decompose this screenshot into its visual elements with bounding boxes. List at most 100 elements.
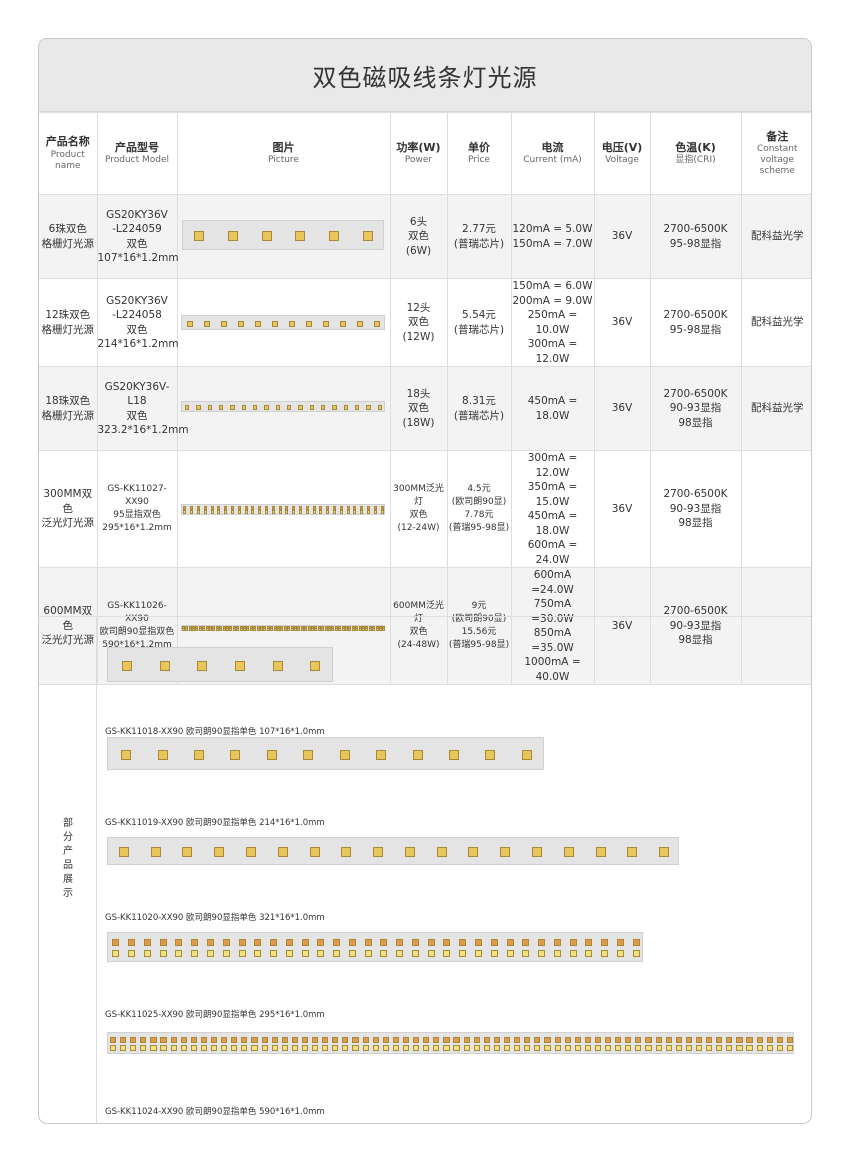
led-chip — [310, 628, 314, 632]
cell-line: 90-93显指 — [669, 619, 722, 632]
led-chip — [258, 510, 262, 514]
cell-line: 90-93显指 — [669, 402, 722, 415]
led-chip — [238, 320, 244, 327]
power: 18头 双色 (18W) — [389, 366, 448, 451]
led-chip — [343, 405, 349, 410]
led-chip — [222, 949, 230, 957]
led-chip — [569, 949, 577, 957]
led-chip — [190, 1044, 197, 1052]
led-chip — [194, 749, 205, 760]
led-chip — [433, 1036, 440, 1044]
led-chip — [382, 1036, 389, 1044]
led-chip — [128, 949, 136, 957]
cell-line: 250mA = 10.0W — [527, 309, 578, 336]
led-chip — [382, 1044, 389, 1052]
led-chip — [183, 510, 187, 514]
led-chip — [298, 506, 303, 510]
led-chip — [210, 510, 214, 514]
led-chip — [190, 1036, 197, 1044]
led-chip — [726, 1044, 733, 1052]
led-chip — [272, 660, 283, 671]
column-header-cn: 备注 — [766, 129, 789, 143]
product-showcase: 部分产品展示 GS-KK11018-XX90 欧司朗90显指单色 107*16*… — [39, 616, 811, 1123]
led-chip — [228, 231, 238, 241]
led-chip — [645, 1044, 652, 1052]
led-chip — [121, 749, 132, 760]
led-chip — [270, 628, 274, 632]
cell-line: (18W) — [402, 416, 435, 429]
led-chip — [290, 628, 294, 632]
led-chip — [291, 1036, 298, 1044]
led-chip — [190, 510, 194, 514]
led-chip — [277, 847, 288, 857]
led-chip — [377, 405, 383, 410]
cell-line: GS20KY36V — [106, 294, 168, 307]
column-header-en: Current (mA) — [523, 155, 582, 166]
led-chip — [175, 949, 183, 957]
table-header: 产品名称 Product name 产品型号 Product Model 图片 Pictu… — [39, 112, 811, 195]
led-chip — [373, 506, 377, 510]
led-strip-image — [107, 1032, 794, 1054]
led-chip — [194, 231, 205, 241]
led-chip — [514, 1036, 521, 1044]
cell-line: 600mA =24.0W — [531, 569, 574, 596]
led-chip — [246, 847, 256, 857]
led-chip — [206, 939, 214, 947]
cell-line: 4.5元 — [467, 484, 491, 494]
led-chip — [271, 506, 275, 510]
led-strip-image — [180, 503, 385, 515]
cell-line: 200mA = 9.0W — [512, 294, 593, 307]
led-chip — [329, 231, 339, 241]
voltage: 36V — [593, 194, 651, 279]
showcase-caption: GS-KK11025-XX90 欧司朗90显指单色 295*16*1.0mm — [105, 1010, 325, 1020]
led-chip — [160, 1036, 167, 1044]
cell-line: 双色 — [126, 409, 148, 422]
product-name: 6珠双色 格栅灯光源 — [39, 194, 98, 279]
product-model: GS20KY36V-L18 双色 323.2*16*1.2mm — [96, 366, 189, 451]
led-chip — [627, 847, 638, 857]
led-chip — [443, 949, 451, 957]
cell-line: (普瑞芯片) — [453, 409, 505, 422]
led-chip — [203, 506, 207, 510]
color-temperature: 2700-6500K 90-93显指 98显指 — [649, 567, 742, 685]
color-temperature: 2700-6500K 90-93显指 98显指 — [649, 366, 742, 451]
led-chip — [594, 1036, 602, 1044]
led-chip — [463, 1036, 470, 1044]
price: 2.77元 (普瑞芯片) — [446, 194, 512, 279]
led-chip — [203, 510, 207, 514]
led-chip — [706, 1044, 713, 1052]
led-chip — [322, 1036, 329, 1044]
product-model: GS-KK11027-XX90 95显指双色 295*16*1.2mm — [96, 450, 178, 568]
led-chip — [271, 1036, 278, 1044]
led-chip — [378, 628, 382, 632]
cell-line: 300mA = 12.0W — [527, 452, 578, 479]
led-chip — [270, 949, 278, 957]
led-chip — [187, 320, 193, 327]
led-chip — [232, 628, 236, 632]
led-chip — [264, 510, 269, 514]
led-chip — [222, 628, 226, 632]
led-chip — [357, 320, 363, 327]
cell-line: 泛光灯光源 — [41, 517, 95, 530]
led-chip — [766, 1036, 773, 1044]
cell-line: 95-98显指 — [669, 237, 722, 250]
cell-line: 95-98显指 — [669, 323, 722, 336]
led-chip — [459, 939, 467, 947]
led-chip — [563, 847, 574, 857]
led-chip — [210, 506, 214, 510]
cell-line: 107*16*1.2mm — [97, 252, 179, 264]
led-chip — [538, 949, 546, 957]
led-chip — [272, 320, 278, 327]
led-chip — [143, 939, 151, 947]
cell-line: 2700-6500K — [663, 309, 728, 321]
voltage: 36V — [593, 366, 651, 451]
cell-line: 98显指 — [678, 634, 713, 647]
led-chip — [554, 1036, 561, 1044]
led-chip — [348, 949, 356, 957]
led-chip — [319, 510, 323, 514]
led-chip — [332, 510, 337, 514]
led-chip — [632, 949, 640, 957]
cell-line: 350mA = 15.0W — [527, 481, 578, 508]
led-chip — [483, 1044, 490, 1052]
showcase-label-column: 部分产品展示 — [39, 617, 97, 1123]
